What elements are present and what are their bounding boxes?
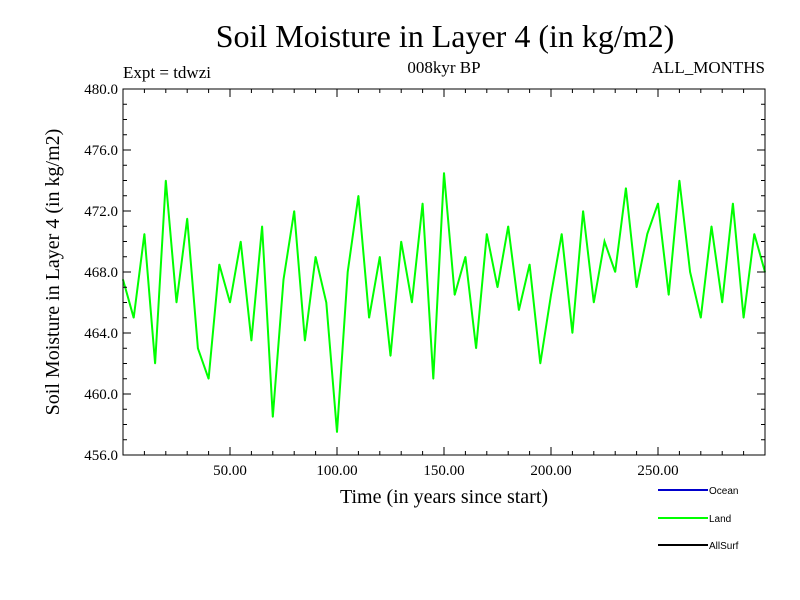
y-tick-label: 460.0 — [84, 387, 118, 403]
data-point — [400, 240, 403, 243]
data-point — [132, 317, 135, 319]
data-point — [496, 286, 499, 289]
data-point — [175, 301, 178, 304]
x-tick-label: 100.00 — [316, 463, 357, 479]
data-point — [603, 240, 606, 243]
y-tick-labels: 456.0 460.0 464.0 468.0 472.0 476.0 480.0 — [84, 82, 118, 464]
data-point — [186, 217, 188, 220]
data-point — [700, 317, 702, 319]
x-tick-label: 50.00 — [213, 463, 247, 479]
data-point — [218, 263, 221, 266]
months-label: ALL_MONTHS — [652, 58, 765, 77]
data-point — [710, 225, 713, 228]
data-point — [646, 233, 649, 235]
legend-label-allsurf: AllSurf — [709, 541, 739, 552]
data-point — [528, 263, 531, 266]
x-tick-label: 200.00 — [530, 463, 571, 479]
data-point — [421, 202, 424, 205]
data-point — [304, 339, 306, 342]
data-point — [518, 309, 520, 311]
data-point — [197, 347, 199, 350]
data-point — [475, 347, 477, 350]
legend: Ocean Land AllSurf — [658, 486, 739, 552]
data-point — [314, 255, 317, 258]
y-tick-label: 468.0 — [84, 265, 118, 281]
x-axis-label: Time (in years since start) — [340, 486, 548, 508]
data-point — [261, 225, 263, 228]
data-point — [464, 255, 467, 258]
experiment-label: Expt = tdwzi — [123, 63, 211, 82]
chart-title: Soil Moisture in Layer 4 (in kg/m2) — [216, 18, 675, 54]
data-point — [625, 187, 627, 189]
x-tick-labels: 50.00 100.00 150.00 200.00 250.00 — [213, 463, 679, 479]
data-point — [614, 271, 616, 273]
data-point — [667, 294, 670, 296]
data-point — [293, 210, 296, 212]
x-tick-label: 150.00 — [423, 463, 464, 479]
data-point — [539, 362, 542, 365]
data-point — [443, 172, 445, 174]
data-point — [742, 317, 745, 319]
data-point — [239, 240, 242, 243]
data-point — [486, 233, 488, 235]
data-point — [389, 355, 392, 357]
data-point — [282, 278, 285, 281]
ticks-layer — [123, 89, 765, 455]
data-point — [207, 378, 210, 380]
data-point — [507, 225, 510, 228]
x-tick-label: 250.00 — [637, 463, 678, 479]
data-point — [432, 378, 435, 380]
series-layer — [122, 172, 766, 433]
data-point — [250, 339, 253, 342]
y-tick-label: 456.0 — [84, 448, 118, 464]
data-point — [753, 233, 756, 235]
data-point — [325, 301, 328, 304]
data-point — [229, 301, 231, 304]
data-point — [154, 362, 156, 365]
data-point — [346, 271, 349, 273]
data-point — [336, 431, 338, 433]
data-point — [571, 332, 574, 334]
y-axis-label: Soil Moisture in Layer 4 (in kg/m2) — [42, 129, 64, 416]
y-tick-label: 476.0 — [84, 143, 118, 159]
data-point — [689, 271, 691, 273]
data-point — [657, 202, 659, 205]
data-point — [453, 294, 456, 296]
data-point — [165, 179, 167, 182]
data-point — [721, 301, 723, 304]
data-point — [411, 301, 413, 304]
period-label: 008kyr BP — [407, 58, 480, 77]
data-point — [635, 286, 638, 289]
data-point — [560, 233, 563, 235]
data-point — [368, 317, 370, 319]
data-point — [143, 233, 146, 235]
data-point — [550, 294, 552, 296]
legend-label-ocean: Ocean — [709, 486, 738, 497]
data-point — [582, 210, 584, 212]
legend-label-land: Land — [709, 514, 731, 525]
y-tick-label: 464.0 — [84, 326, 118, 342]
series-line-land — [122, 172, 766, 433]
data-point — [357, 195, 360, 197]
data-point — [678, 179, 681, 182]
data-point — [272, 416, 274, 418]
data-point — [593, 301, 595, 304]
data-point — [732, 202, 734, 205]
y-tick-label: 472.0 — [84, 204, 118, 220]
y-tick-label: 480.0 — [84, 82, 118, 98]
data-point — [379, 255, 381, 258]
